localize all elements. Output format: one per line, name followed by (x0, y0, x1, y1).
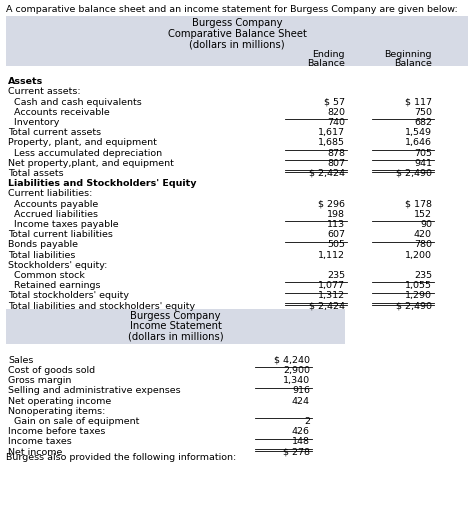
Text: Income taxes payable: Income taxes payable (8, 220, 118, 229)
Text: Total liabilities: Total liabilities (8, 250, 75, 260)
Text: 235: 235 (327, 271, 345, 280)
Text: 420: 420 (414, 230, 432, 239)
Text: $ 2,424: $ 2,424 (309, 302, 345, 310)
Text: Inventory: Inventory (8, 118, 59, 127)
Text: 1,549: 1,549 (405, 128, 432, 137)
Text: Total current assets: Total current assets (8, 128, 101, 137)
Text: $ 4,240: $ 4,240 (274, 356, 310, 365)
Text: Balance: Balance (394, 59, 432, 68)
Text: (dollars in millions): (dollars in millions) (128, 331, 223, 342)
Text: Nonoperating items:: Nonoperating items: (8, 407, 105, 416)
Text: Sales: Sales (8, 356, 33, 365)
Text: Cost of goods sold: Cost of goods sold (8, 366, 95, 375)
Text: 682: 682 (414, 118, 432, 127)
Text: $ 117: $ 117 (405, 98, 432, 106)
Text: Accounts receivable: Accounts receivable (8, 108, 110, 117)
Text: Total assets: Total assets (8, 169, 64, 178)
Text: 424: 424 (292, 397, 310, 406)
Text: 152: 152 (414, 210, 432, 219)
Text: 1,685: 1,685 (318, 138, 345, 148)
Text: 1,340: 1,340 (283, 376, 310, 385)
Text: $ 57: $ 57 (324, 98, 345, 106)
Text: Retained earnings: Retained earnings (8, 281, 100, 290)
Text: Total liabilities and stockholders' equity: Total liabilities and stockholders' equi… (8, 302, 195, 310)
Text: Accrued liabilities: Accrued liabilities (8, 210, 98, 219)
Text: Less accumulated depreciation: Less accumulated depreciation (8, 149, 162, 158)
Text: 1,312: 1,312 (318, 291, 345, 300)
Text: Net operating income: Net operating income (8, 397, 111, 406)
Text: 198: 198 (327, 210, 345, 219)
Bar (6, 308, 345, 344)
Text: 916: 916 (292, 386, 310, 395)
Text: Current assets:: Current assets: (8, 88, 81, 96)
Text: 740: 740 (327, 118, 345, 127)
Text: Burgess Company: Burgess Company (192, 18, 282, 28)
Text: 1,112: 1,112 (318, 250, 345, 260)
Text: Gross margin: Gross margin (8, 376, 72, 385)
Text: $ 296: $ 296 (318, 200, 345, 209)
Text: $ 2,490: $ 2,490 (396, 169, 432, 178)
Text: Ending: Ending (312, 49, 345, 59)
Text: Balance: Balance (307, 59, 345, 68)
Text: 1,055: 1,055 (405, 281, 432, 290)
Text: Net property,plant, and equipment: Net property,plant, and equipment (8, 159, 174, 168)
Text: 505: 505 (327, 240, 345, 249)
Text: $ 278: $ 278 (283, 447, 310, 457)
Text: 780: 780 (414, 240, 432, 249)
Text: 750: 750 (414, 108, 432, 117)
Text: Current liabilities:: Current liabilities: (8, 189, 92, 199)
Text: 607: 607 (327, 230, 345, 239)
Text: Selling and administrative expenses: Selling and administrative expenses (8, 386, 181, 395)
Text: 807: 807 (327, 159, 345, 168)
Text: 878: 878 (327, 149, 345, 158)
Text: 820: 820 (327, 108, 345, 117)
Text: 941: 941 (414, 159, 432, 168)
Text: Beginning: Beginning (384, 49, 432, 59)
Bar (6, 16, 468, 66)
Text: (dollars in millions): (dollars in millions) (189, 39, 285, 49)
Text: 1,200: 1,200 (405, 250, 432, 260)
Text: A comparative balance sheet and an income statement for Burgess Company are give: A comparative balance sheet and an incom… (6, 5, 458, 14)
Text: Comparative Balance Sheet: Comparative Balance Sheet (168, 29, 306, 39)
Text: 1,646: 1,646 (405, 138, 432, 148)
Text: Stockholders' equity:: Stockholders' equity: (8, 261, 108, 270)
Text: Bonds payable: Bonds payable (8, 240, 78, 249)
Text: $ 2,424: $ 2,424 (309, 169, 345, 178)
Text: Cash and cash equivalents: Cash and cash equivalents (8, 98, 142, 106)
Text: 2,900: 2,900 (283, 366, 310, 375)
Text: $ 2,490: $ 2,490 (396, 302, 432, 310)
Text: 148: 148 (292, 437, 310, 446)
Text: Accounts payable: Accounts payable (8, 200, 98, 209)
Text: Income taxes: Income taxes (8, 437, 72, 446)
Text: 2: 2 (304, 417, 310, 426)
Text: Burgess Company: Burgess Company (130, 310, 221, 321)
Text: Assets: Assets (8, 77, 43, 86)
Text: 113: 113 (327, 220, 345, 229)
Text: Income Statement: Income Statement (129, 321, 221, 331)
Text: 235: 235 (414, 271, 432, 280)
Text: Common stock: Common stock (8, 271, 85, 280)
Text: Property, plant, and equipment: Property, plant, and equipment (8, 138, 157, 148)
Text: Gain on sale of equipment: Gain on sale of equipment (8, 417, 139, 426)
Text: 90: 90 (420, 220, 432, 229)
Text: 1,077: 1,077 (318, 281, 345, 290)
Text: Total stockholders' equity: Total stockholders' equity (8, 291, 129, 300)
Text: Total current liabilities: Total current liabilities (8, 230, 113, 239)
Text: 1,617: 1,617 (318, 128, 345, 137)
Text: 705: 705 (414, 149, 432, 158)
Text: Liabilities and Stockholders' Equity: Liabilities and Stockholders' Equity (8, 179, 197, 188)
Text: Burgess also provided the following information:: Burgess also provided the following info… (6, 453, 236, 462)
Text: 426: 426 (292, 427, 310, 436)
Text: $ 178: $ 178 (405, 200, 432, 209)
Text: Income before taxes: Income before taxes (8, 427, 105, 436)
Text: Net income: Net income (8, 447, 63, 457)
Text: 1,290: 1,290 (405, 291, 432, 300)
